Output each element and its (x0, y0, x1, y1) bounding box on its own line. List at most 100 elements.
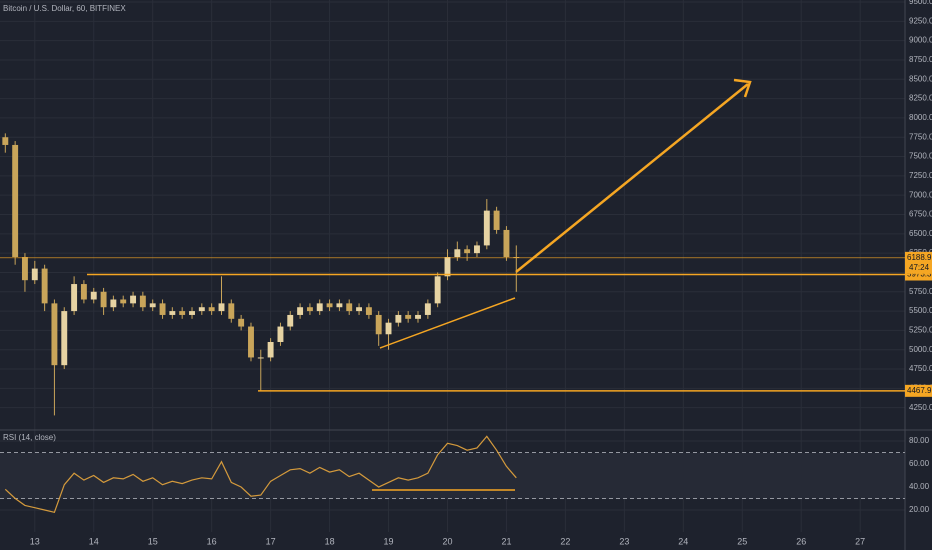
y-tick-label: 8750.0 (909, 55, 932, 64)
y-tick-label: 7500.0 (909, 152, 932, 161)
x-tick-label: 27 (855, 536, 865, 546)
x-tick-label: 26 (796, 536, 806, 546)
candle-body (100, 291, 107, 308)
x-tick-label: 15 (148, 536, 158, 546)
candle-body (326, 303, 333, 308)
candle-body (424, 303, 431, 315)
y-tick-label: 5250.0 (909, 326, 932, 335)
candle-body (248, 326, 254, 358)
candle-body (257, 357, 264, 359)
x-tick-label: 17 (266, 536, 276, 546)
candle-body (503, 229, 510, 257)
x-tick-label: 18 (325, 536, 335, 546)
x-tick-label: 24 (678, 536, 688, 546)
candle-body (51, 303, 58, 366)
y-tick-label: 8000.0 (909, 113, 932, 122)
y-tick-label: 9000.0 (909, 36, 932, 45)
y-tick-label: 5750.0 (909, 287, 932, 296)
candle-body (2, 137, 9, 145)
level-label: 5973.3 (907, 270, 932, 279)
candle-body (434, 276, 441, 304)
candle-body (110, 299, 117, 308)
candle-body (90, 291, 97, 300)
level-label: 4467.9 (907, 386, 932, 395)
candle-body (179, 311, 186, 315)
candle-body (120, 299, 127, 304)
candle-body (208, 307, 215, 312)
x-tick-label: 22 (560, 536, 570, 546)
candle-body (454, 249, 461, 257)
candle-body (80, 284, 87, 300)
candle-body (365, 307, 372, 315)
candle-body (287, 314, 294, 327)
candle-body (375, 314, 382, 335)
candle-body (21, 257, 28, 281)
candle-body (385, 322, 392, 335)
candle-body (267, 342, 274, 358)
y-tick-label: 6750.0 (909, 210, 932, 219)
grid (0, 0, 905, 532)
y-tick-label: 7000.0 (909, 190, 932, 199)
candle-body (346, 303, 353, 312)
drawings (372, 78, 752, 491)
candle-body (474, 245, 480, 254)
candle-body (61, 311, 68, 366)
rsi-band-fill (0, 453, 905, 499)
candle-body (218, 303, 225, 312)
candle-body (12, 144, 19, 257)
last-price-label: 6188.9 (907, 253, 932, 262)
candle-body (297, 307, 304, 315)
y-tick-label: 4250.0 (909, 403, 932, 412)
rsi-line (4, 435, 517, 514)
trend-line (379, 297, 516, 349)
candle-body (41, 268, 48, 304)
candle-body (130, 295, 137, 304)
arrow-head (733, 78, 752, 98)
candle-body (444, 257, 451, 277)
y-tick-label: 80.00 (909, 436, 930, 445)
candle-body (356, 307, 363, 312)
x-tick-label: 20 (442, 536, 452, 546)
y-tick-label: 8500.0 (909, 74, 932, 83)
y-tick-label: 60.00 (909, 459, 930, 468)
last-price-box (905, 251, 932, 274)
candle-body (238, 318, 245, 327)
x-tick-label: 14 (89, 536, 99, 546)
x-tick-label: 23 (619, 536, 629, 546)
candle-body (149, 303, 156, 308)
candle-body (159, 303, 166, 315)
candle-body (464, 249, 471, 254)
y-tick-label: 8250.0 (909, 94, 932, 103)
candle-body (493, 210, 500, 230)
rsi-title: RSI (14, close) (3, 433, 56, 442)
marks (0, 133, 905, 514)
countdown-label: 47:24 (909, 263, 930, 272)
x-tick-label: 16 (207, 536, 217, 546)
x-tick-label: 13 (30, 536, 40, 546)
candle-body (189, 311, 195, 315)
x-tick-label: 25 (737, 536, 747, 546)
y-tick-label: 9500.0 (909, 0, 932, 6)
candle-body (198, 307, 205, 312)
candle-body (483, 210, 490, 246)
candle-body (31, 268, 38, 281)
y-tick-label: 40.00 (909, 482, 930, 491)
candle-body (169, 311, 176, 315)
candle-body (139, 295, 146, 308)
candle-body (513, 257, 520, 258)
arrow-line (515, 83, 749, 273)
y-tick-label: 6500.0 (909, 229, 932, 238)
y-tick-label: 4750.0 (909, 364, 932, 373)
candle-body (228, 303, 235, 319)
x-tick-label: 19 (384, 536, 394, 546)
candle-body (405, 314, 412, 319)
candle-body (336, 303, 343, 308)
y-tick-label: 9250.0 (909, 16, 932, 25)
y-tick-label: 7750.0 (909, 132, 932, 141)
candle-body (395, 314, 402, 323)
chart-title: Bitcoin / U.S. Dollar, 60, BITFINEX (3, 4, 126, 13)
y-tick-label: 5500.0 (909, 306, 932, 315)
y-tick-label: 5000.0 (909, 345, 932, 354)
